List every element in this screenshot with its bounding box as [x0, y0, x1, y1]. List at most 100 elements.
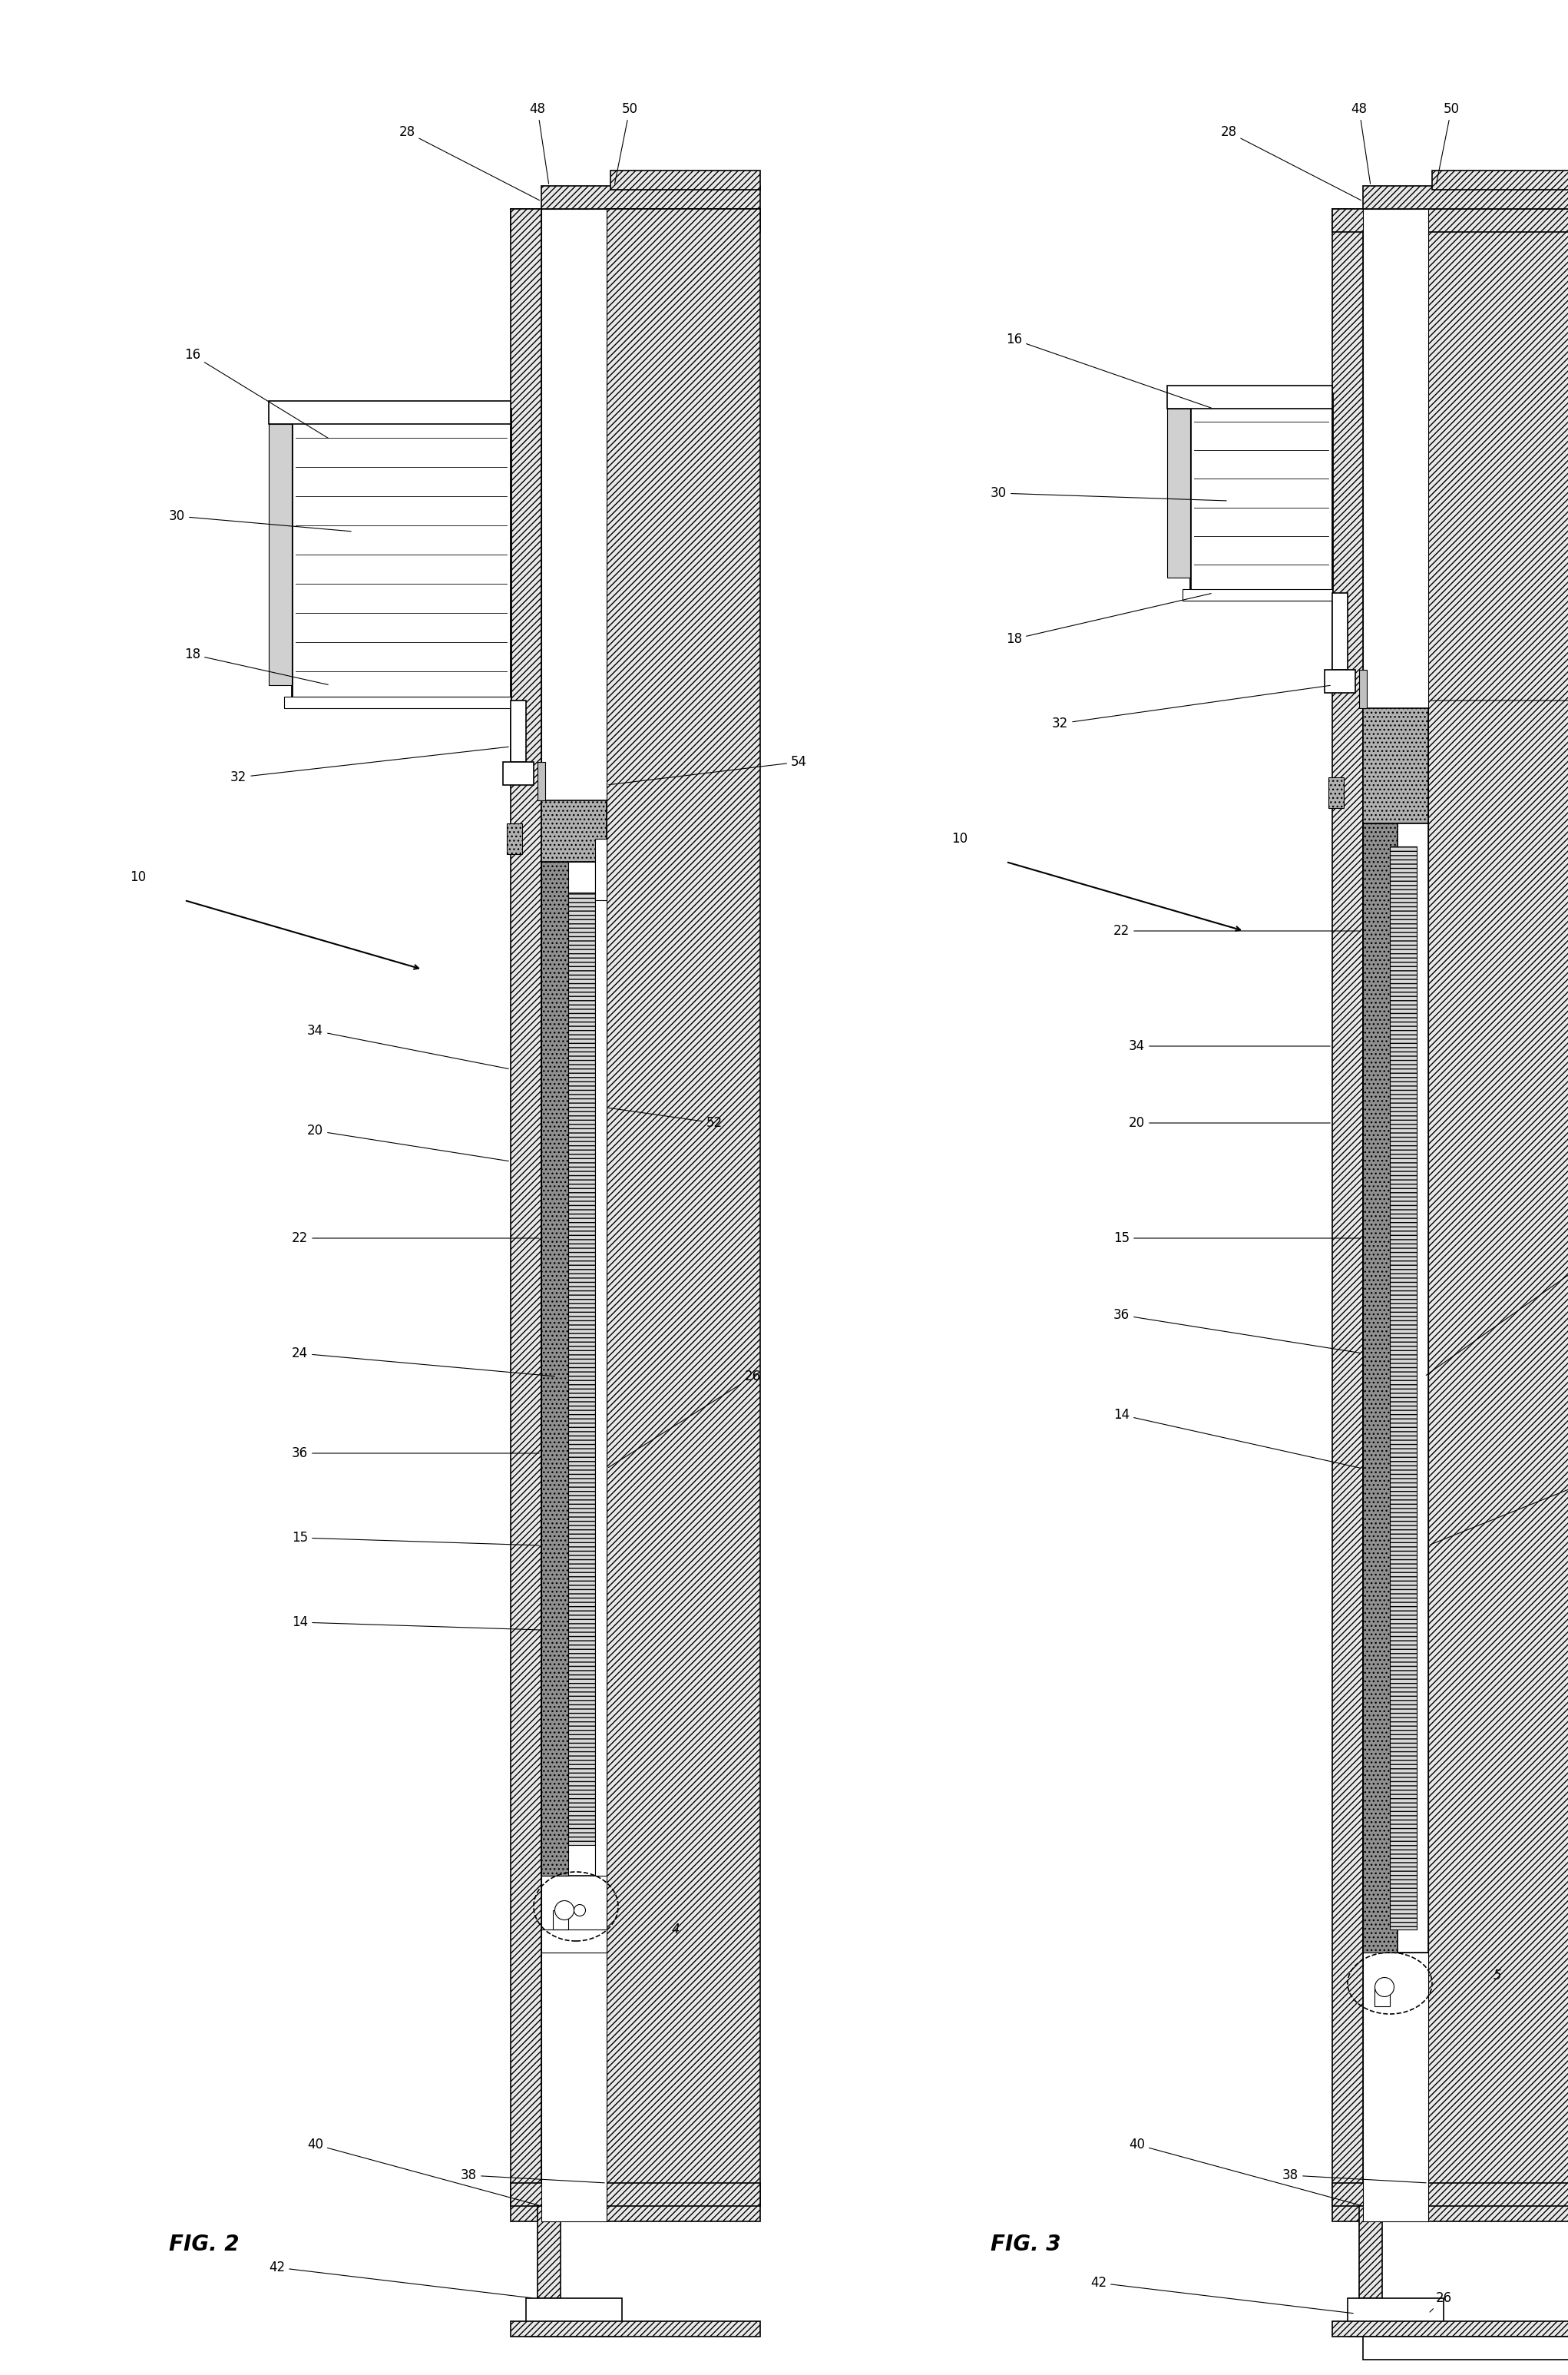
Ellipse shape [1375, 1978, 1394, 1997]
Bar [1333, 2183, 1568, 2206]
Text: 22: 22 [1113, 924, 1361, 938]
Text: 28: 28 [1220, 126, 1361, 200]
Bar [1389, 846, 1417, 1929]
Text: 24: 24 [292, 1347, 555, 1375]
Bar [1363, 209, 1428, 2221]
Bar [541, 862, 607, 1876]
Text: 50: 50 [1436, 102, 1460, 183]
Text: 15: 15 [292, 1532, 539, 1546]
Text: 26: 26 [1430, 1461, 1568, 1544]
Polygon shape [1333, 594, 1347, 670]
Text: 56: 56 [1430, 694, 1568, 708]
Text: 16: 16 [1007, 333, 1210, 408]
Text: 22: 22 [292, 1230, 539, 1244]
Bar [1432, 171, 1568, 190]
Bar [1347, 2299, 1444, 2337]
Bar [538, 2206, 560, 2299]
Bar [1363, 185, 1568, 209]
Text: 4: 4 [671, 1924, 681, 1936]
Bar [1190, 394, 1333, 594]
Text: 28: 28 [398, 126, 539, 200]
Bar [568, 893, 596, 1845]
Text: 24: 24 [1427, 1230, 1568, 1375]
Text: 15: 15 [1113, 1230, 1361, 1244]
Bar [1325, 670, 1355, 694]
Text: 36: 36 [1113, 1309, 1361, 1354]
Bar [1333, 209, 1568, 233]
Text: 14: 14 [292, 1615, 539, 1629]
Bar [1397, 824, 1428, 1952]
Text: 38: 38 [1283, 2168, 1427, 2183]
Bar [1428, 209, 1568, 2221]
Bar [541, 209, 607, 2221]
Ellipse shape [574, 1905, 585, 1917]
Bar [1167, 385, 1333, 408]
Bar [1363, 2337, 1568, 2361]
Text: 42: 42 [1090, 2275, 1353, 2313]
Text: 18: 18 [1007, 594, 1210, 646]
Bar [541, 862, 568, 1876]
Ellipse shape [555, 1900, 574, 1919]
Text: 10: 10 [130, 869, 146, 884]
Text: 14: 14 [1113, 1408, 1361, 1468]
Text: 16: 16 [185, 349, 328, 439]
Bar [525, 2299, 622, 2337]
Bar [596, 838, 607, 900]
Text: 30: 30 [991, 487, 1226, 501]
Text: 40: 40 [1129, 2138, 1361, 2206]
Text: 20: 20 [1129, 1116, 1330, 1130]
Polygon shape [511, 701, 525, 762]
Text: 5: 5 [1493, 1969, 1502, 1983]
Text: 42: 42 [268, 2261, 532, 2299]
Text: 32: 32 [230, 746, 508, 784]
Text: 50: 50 [615, 102, 638, 183]
Text: 10: 10 [952, 831, 967, 845]
Bar [1333, 2320, 1568, 2337]
Bar [1359, 2206, 1381, 2299]
Bar [1333, 209, 1363, 2221]
Text: 34: 34 [307, 1024, 508, 1069]
Bar [541, 1929, 607, 1952]
Text: 52: 52 [608, 1107, 723, 1130]
Text: 18: 18 [185, 648, 328, 684]
Text: 38: 38 [461, 2168, 605, 2183]
Text: 48: 48 [530, 102, 549, 183]
Bar [268, 401, 511, 425]
Bar [1363, 824, 1428, 1952]
Text: FIG. 3: FIG. 3 [991, 2232, 1062, 2256]
Bar [292, 408, 511, 701]
Text: 30: 30 [169, 508, 351, 532]
Bar [511, 2320, 760, 2337]
Bar [1363, 824, 1428, 1952]
Bar [541, 185, 760, 209]
Bar [511, 2183, 760, 2206]
Bar [1363, 708, 1428, 824]
Bar [596, 862, 607, 1876]
Bar [554, 1910, 568, 1929]
Bar [1359, 670, 1367, 708]
Text: FIG. 2: FIG. 2 [169, 2232, 240, 2256]
Bar [607, 209, 760, 2221]
Bar [284, 696, 511, 708]
Bar [1182, 589, 1333, 601]
Text: 20: 20 [307, 1123, 508, 1161]
Bar [506, 824, 522, 855]
Bar [538, 762, 546, 800]
Bar [511, 209, 541, 2221]
Bar [1375, 1988, 1389, 2007]
Text: 54: 54 [608, 755, 808, 784]
Bar [268, 425, 292, 684]
Text: 36: 36 [292, 1446, 539, 1461]
Bar [541, 800, 607, 862]
Text: 48: 48 [1352, 102, 1370, 183]
Text: 26: 26 [608, 1370, 760, 1468]
Text: 26: 26 [1430, 2292, 1452, 2313]
Bar [1167, 408, 1190, 577]
Bar [503, 762, 533, 786]
Text: 34: 34 [1129, 1040, 1330, 1052]
Text: 40: 40 [307, 2138, 539, 2206]
Bar [511, 209, 760, 233]
Bar [1328, 777, 1344, 808]
Text: 32: 32 [1052, 686, 1330, 732]
Bar [610, 171, 760, 190]
